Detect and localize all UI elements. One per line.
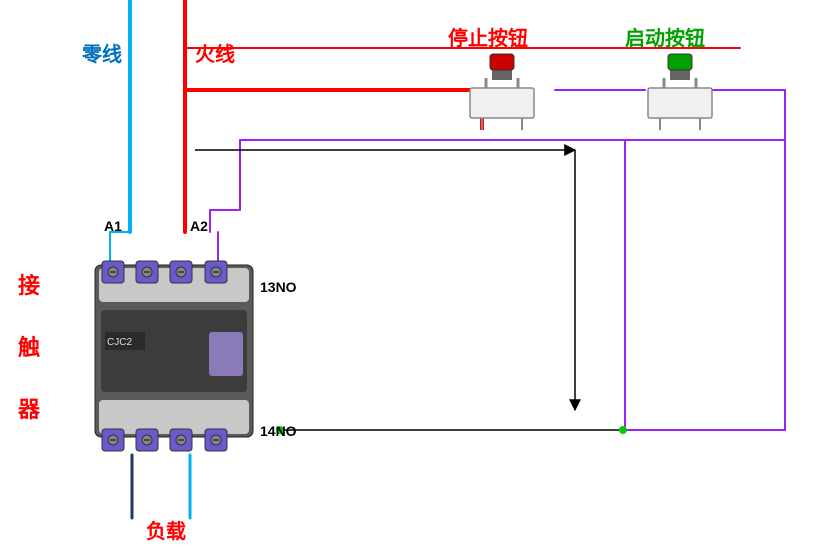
label-a2: A2 (190, 218, 208, 234)
label-contactor: 接触器 (18, 268, 40, 454)
label-14no: 14NO (260, 423, 297, 439)
wiring-diagram: CJC2 (0, 0, 819, 551)
contactor-char: 触 (18, 330, 40, 362)
label-stop-button: 停止按钮 (448, 22, 528, 51)
label-start-button: 启动按钮 (625, 22, 705, 51)
contactor-char: 器 (18, 392, 40, 424)
contactor-char: 接 (18, 268, 40, 300)
label-neutral-wire: 零线 (82, 38, 122, 67)
label-13no: 13NO (260, 279, 297, 295)
svg-text:CJC2: CJC2 (107, 337, 132, 348)
label-load: 负载 (146, 515, 186, 544)
label-live-wire: 火线 (195, 38, 235, 67)
label-a1: A1 (104, 218, 122, 234)
